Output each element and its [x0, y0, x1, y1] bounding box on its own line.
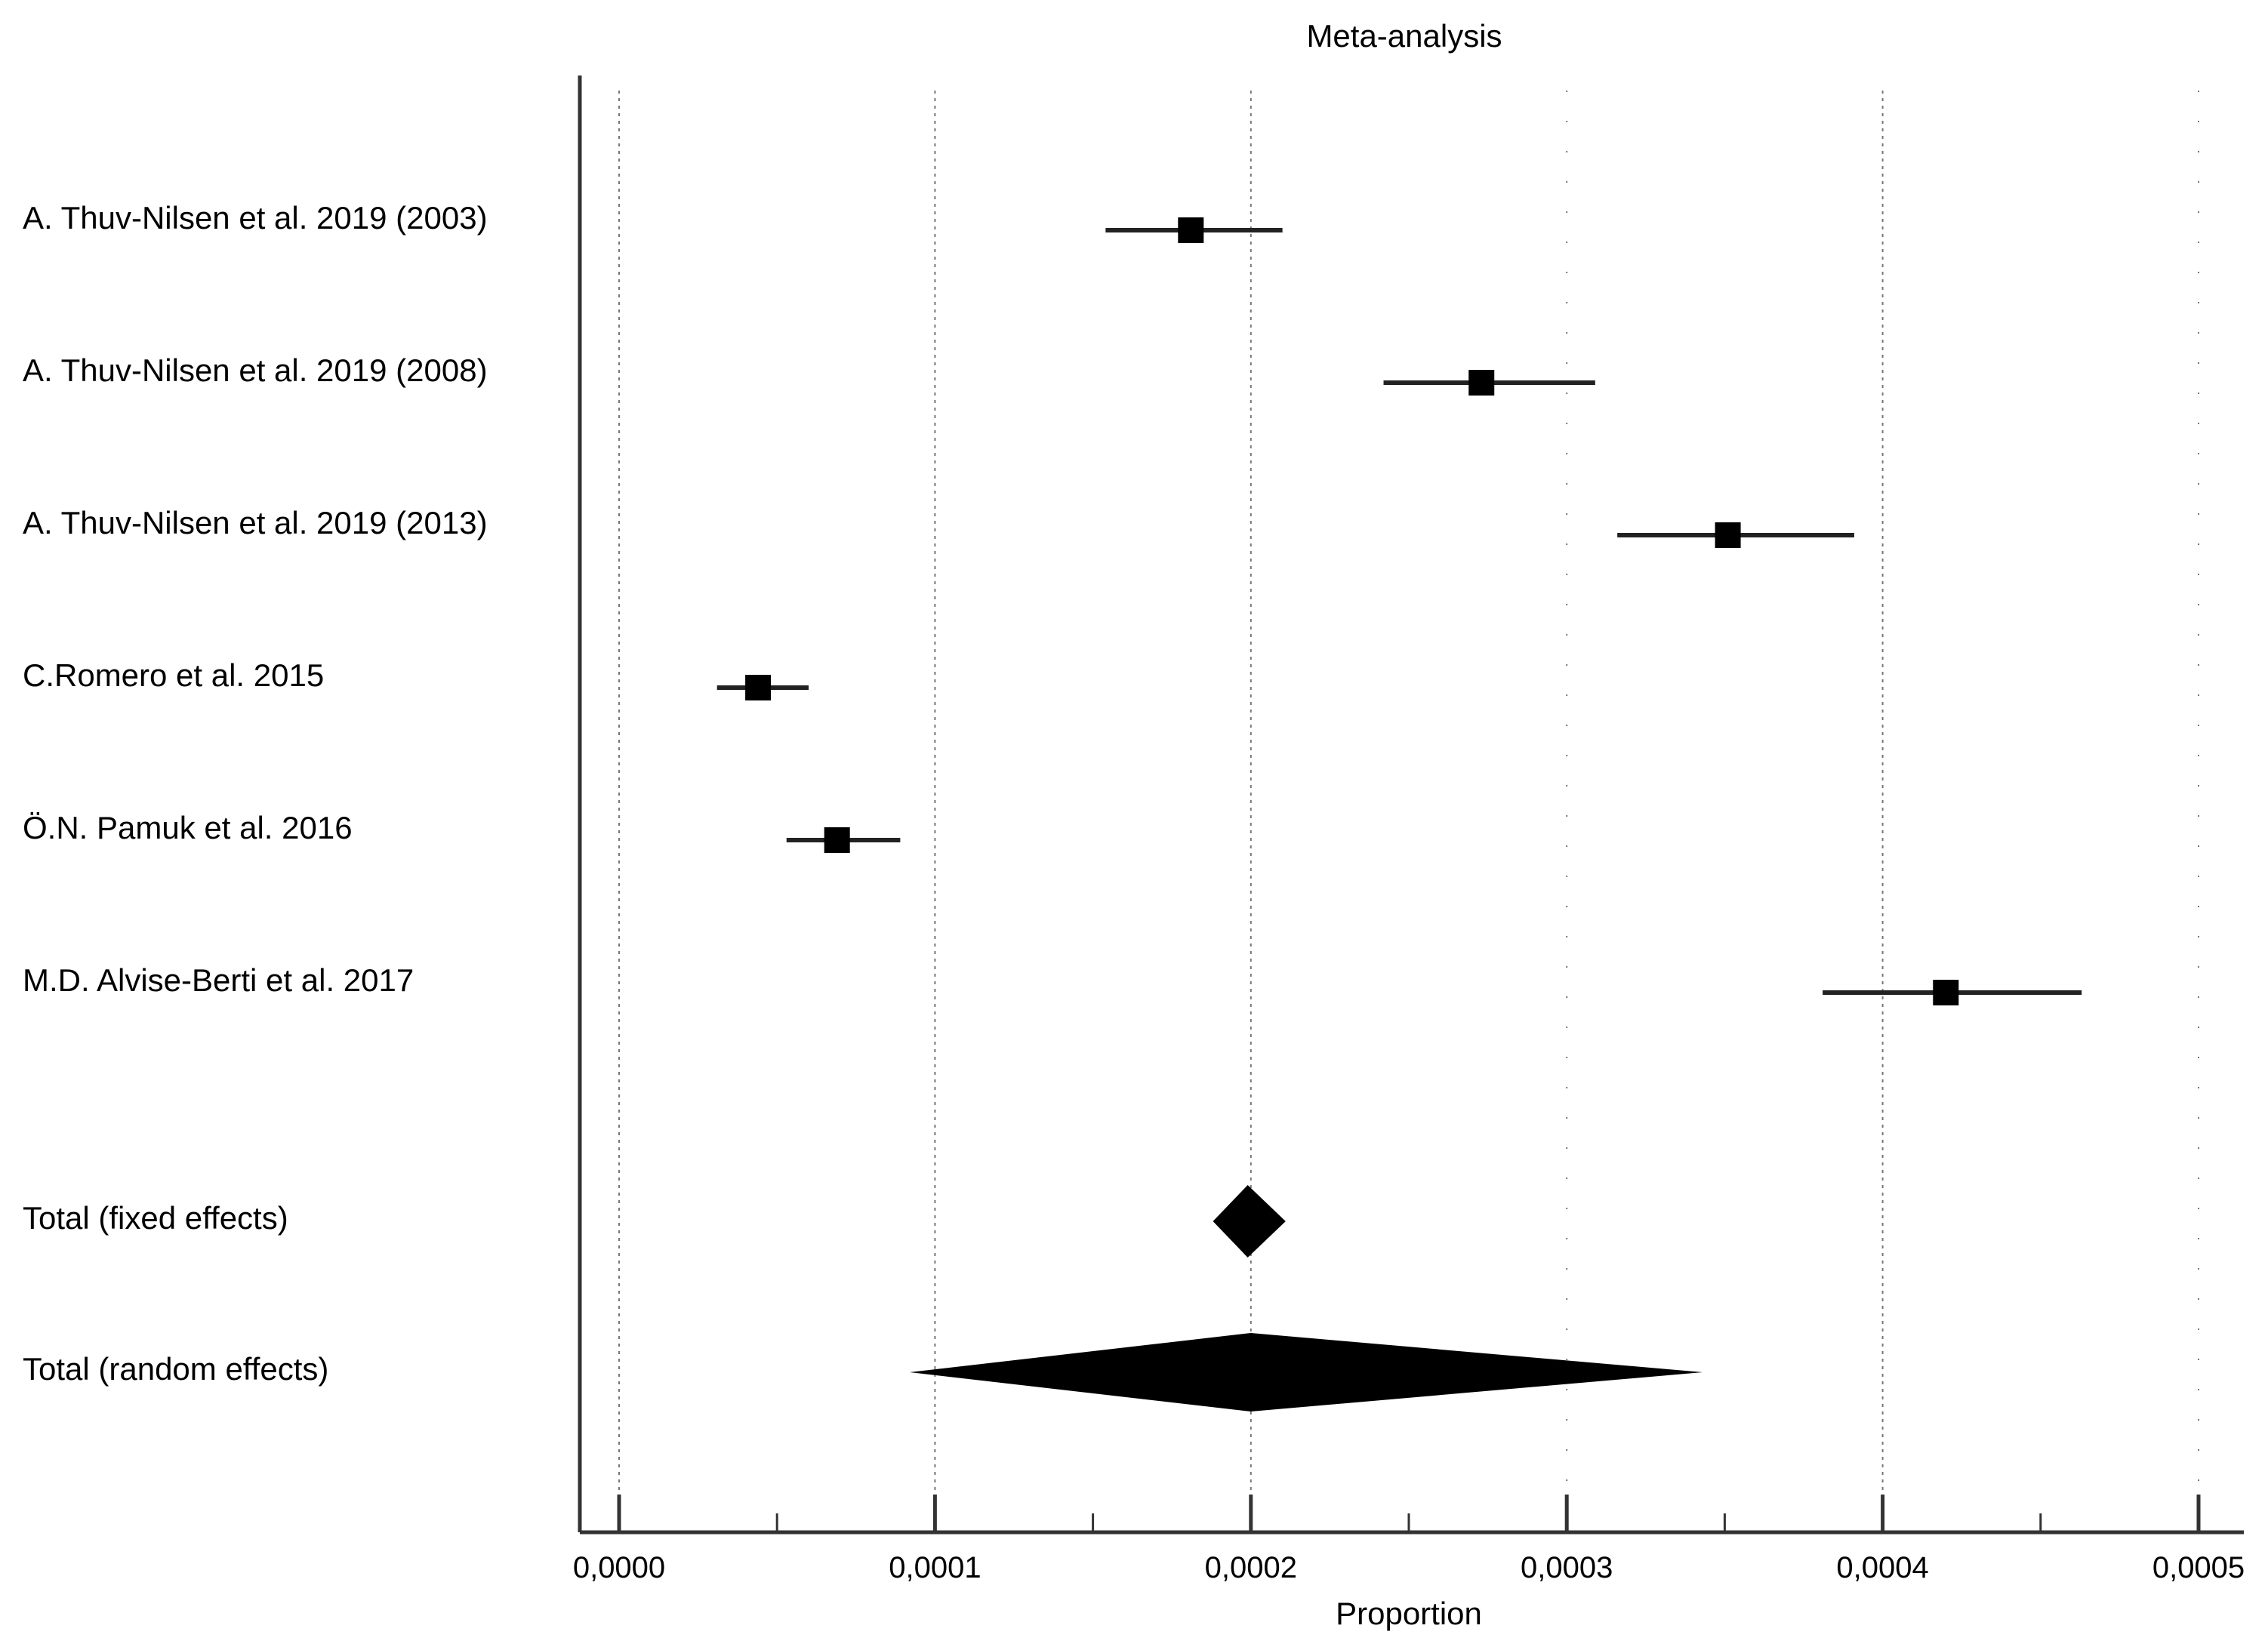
x-axis-ticks: 0,0000 0,0001 0,0002 0,0003 0,0004 0,0005: [573, 1495, 2245, 1584]
point-estimate: [1715, 522, 1741, 548]
x-tick-label: 0,0001: [889, 1551, 981, 1584]
pooled-diamond: [1213, 1185, 1286, 1258]
axes: [578, 75, 2244, 1535]
pooled-rows: Total (fixed effects) Total (random effec…: [23, 1185, 1703, 1411]
x-tick-label: 0,0005: [2152, 1551, 2245, 1584]
point-estimate: [1468, 370, 1495, 396]
study-label: A. Thuv-Nilsen et al. 2019 (2003): [23, 200, 488, 236]
point-estimate: [824, 827, 850, 853]
study-label: A. Thuv-Nilsen et al. 2019 (2013): [23, 505, 488, 540]
study-label: Ö.N. Pamuk et al. 2016: [23, 810, 353, 845]
study-label: M.D. Alvise-Berti et al. 2017: [23, 962, 414, 998]
study-rows: A. Thuv-Nilsen et al. 2019 (2003) A. Thuv…: [23, 200, 2082, 1005]
chart-title: Meta-analysis: [1306, 18, 1502, 54]
point-estimate: [1178, 217, 1204, 243]
x-tick-label: 0,0004: [1836, 1551, 1928, 1584]
grid-lines: [618, 91, 2199, 1525]
study-label: A. Thuv-Nilsen et al. 2019 (2008): [23, 352, 488, 388]
pooled-label: Total (fixed effects): [23, 1200, 288, 1236]
study-label: C.Romero et al. 2015: [23, 657, 324, 693]
pooled-label: Total (random effects): [23, 1351, 328, 1387]
x-tick-label: 0,0002: [1205, 1551, 1297, 1584]
point-estimate: [1933, 980, 1959, 1005]
x-axis-label: Proportion: [1336, 1596, 1482, 1631]
x-tick-label: 0,0003: [1521, 1551, 1613, 1584]
x-tick-label: 0,0000: [573, 1551, 665, 1584]
point-estimate: [745, 675, 772, 700]
pooled-diamond: [909, 1333, 1703, 1411]
